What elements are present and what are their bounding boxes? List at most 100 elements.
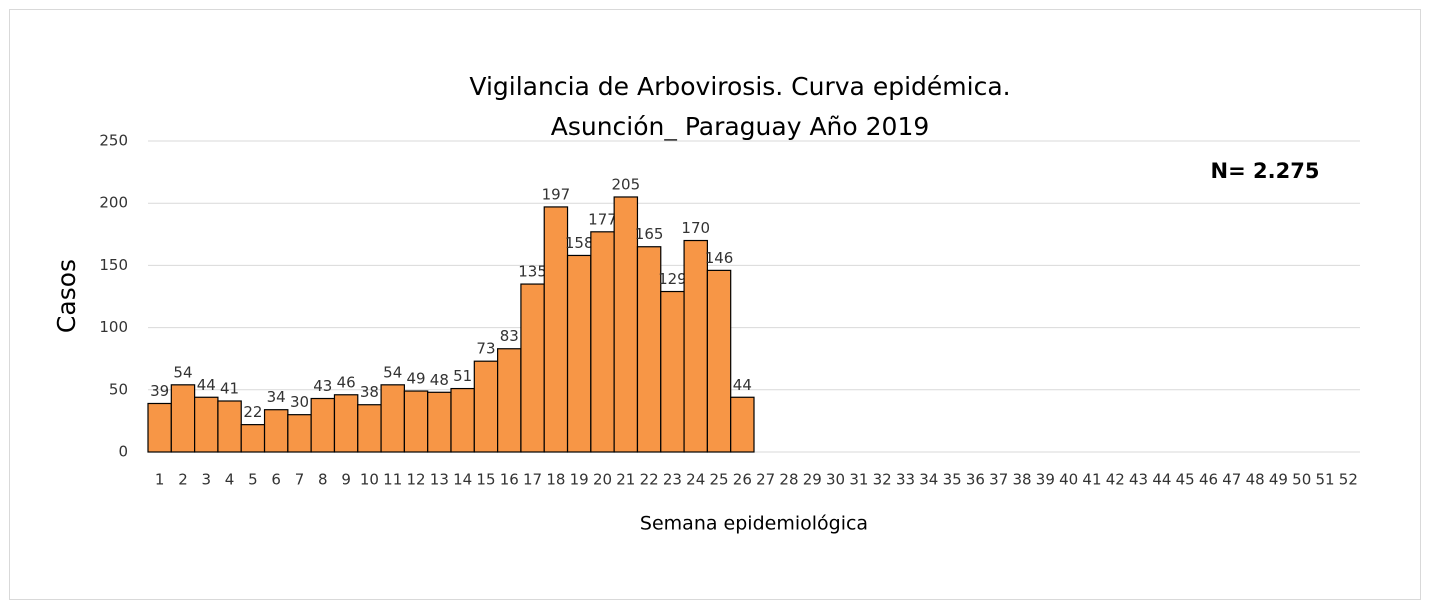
bar xyxy=(660,290,685,453)
bar xyxy=(450,387,475,453)
x-tick-label: 40 xyxy=(1059,471,1078,489)
bar xyxy=(590,231,615,453)
bar xyxy=(357,404,382,453)
x-tick-label: 37 xyxy=(989,471,1008,489)
x-tick-label: 32 xyxy=(873,471,892,489)
data-label: 44 xyxy=(733,376,752,394)
data-label: 205 xyxy=(611,175,640,193)
data-label: 39 xyxy=(150,382,169,400)
x-tick-label: 33 xyxy=(896,471,915,489)
x-tick-label: 39 xyxy=(1036,471,1055,489)
x-tick-label: 5 xyxy=(248,471,258,489)
data-label: 51 xyxy=(453,367,472,385)
bar xyxy=(263,409,289,453)
x-tick-label: 52 xyxy=(1339,471,1358,489)
bar xyxy=(730,396,755,453)
data-label: 38 xyxy=(360,383,379,401)
data-label: 34 xyxy=(267,388,286,406)
data-label: 146 xyxy=(705,249,734,267)
x-tick-label: 51 xyxy=(1315,471,1334,489)
x-tick-label: 30 xyxy=(826,471,845,489)
data-label: 44 xyxy=(197,376,216,394)
x-tick-label: 15 xyxy=(476,471,495,489)
bar xyxy=(473,360,499,453)
x-tick-label: 6 xyxy=(271,471,281,489)
x-tick-label: 1 xyxy=(155,471,165,489)
data-label: 158 xyxy=(565,234,594,252)
data-label: 165 xyxy=(635,225,664,243)
data-label: 177 xyxy=(588,210,617,228)
bar xyxy=(287,414,312,453)
x-tick-label: 2 xyxy=(178,471,188,489)
x-tick-label: 27 xyxy=(756,471,775,489)
x-tick-label: 17 xyxy=(523,471,542,489)
chart-title: Asunción_ Paraguay Año 2019 xyxy=(551,112,930,141)
x-tick-label: 21 xyxy=(616,471,635,489)
x-tick-label: 24 xyxy=(686,471,705,489)
bar xyxy=(194,396,219,453)
data-label: 48 xyxy=(430,371,449,389)
x-tick-label: 8 xyxy=(318,471,328,489)
x-tick-label: 38 xyxy=(1012,471,1031,489)
bar xyxy=(497,348,522,453)
data-label: 54 xyxy=(383,363,402,381)
x-tick-label: 7 xyxy=(295,471,305,489)
x-tick-label: 36 xyxy=(966,471,985,489)
y-tick-label: 100 xyxy=(99,318,128,336)
x-tick-label: 11 xyxy=(383,471,402,489)
x-tick-label: 29 xyxy=(803,471,822,489)
x-tick-label: 26 xyxy=(733,471,752,489)
x-tick-label: 35 xyxy=(943,471,962,489)
bar xyxy=(310,397,336,453)
x-tick-label: 12 xyxy=(406,471,425,489)
x-tick-label: 44 xyxy=(1152,471,1171,489)
x-tick-label: 16 xyxy=(500,471,519,489)
x-tick-label: 46 xyxy=(1199,471,1218,489)
x-tick-label: 47 xyxy=(1222,471,1241,489)
x-tick-label: 42 xyxy=(1106,471,1125,489)
bar xyxy=(147,402,172,453)
data-label: 129 xyxy=(658,270,687,288)
x-tick-label: 25 xyxy=(709,471,728,489)
bar xyxy=(217,400,242,453)
y-tick-label: 250 xyxy=(99,132,128,150)
bar xyxy=(706,269,732,453)
x-tick-label: 48 xyxy=(1246,471,1265,489)
x-tick-label: 4 xyxy=(225,471,235,489)
y-tick-label: 150 xyxy=(99,256,128,274)
x-tick-label: 28 xyxy=(779,471,798,489)
x-axis-label: Semana epidemiológica xyxy=(640,513,868,535)
x-tick-label: 19 xyxy=(570,471,589,489)
data-label: 170 xyxy=(681,219,710,237)
data-label: 135 xyxy=(518,263,547,281)
bar xyxy=(333,394,359,453)
data-label: 46 xyxy=(337,373,356,391)
data-label: 54 xyxy=(173,363,192,381)
data-label: 30 xyxy=(290,393,309,411)
bar xyxy=(380,384,405,453)
data-label: 43 xyxy=(313,377,332,395)
x-tick-label: 13 xyxy=(430,471,449,489)
data-label: 197 xyxy=(542,185,571,203)
bar xyxy=(683,239,708,453)
x-tick-label: 18 xyxy=(546,471,565,489)
data-label: 83 xyxy=(500,327,519,345)
data-label: 49 xyxy=(406,370,425,388)
bar xyxy=(240,424,266,453)
x-tick-label: 3 xyxy=(201,471,211,489)
bar xyxy=(520,283,545,453)
x-tick-label: 49 xyxy=(1269,471,1288,489)
bar xyxy=(403,390,429,453)
data-label: 73 xyxy=(476,340,495,358)
x-tick-label: 41 xyxy=(1082,471,1101,489)
x-tick-label: 23 xyxy=(663,471,682,489)
y-tick-label: 200 xyxy=(99,194,128,212)
x-tick-label: 20 xyxy=(593,471,612,489)
data-label: 41 xyxy=(220,379,239,397)
y-axis-label: Casos xyxy=(52,259,81,333)
x-tick-label: 9 xyxy=(341,471,351,489)
y-tick-label: 0 xyxy=(118,443,128,461)
annotation: N= 2.275 xyxy=(1211,159,1320,183)
x-tick-label: 14 xyxy=(453,471,472,489)
